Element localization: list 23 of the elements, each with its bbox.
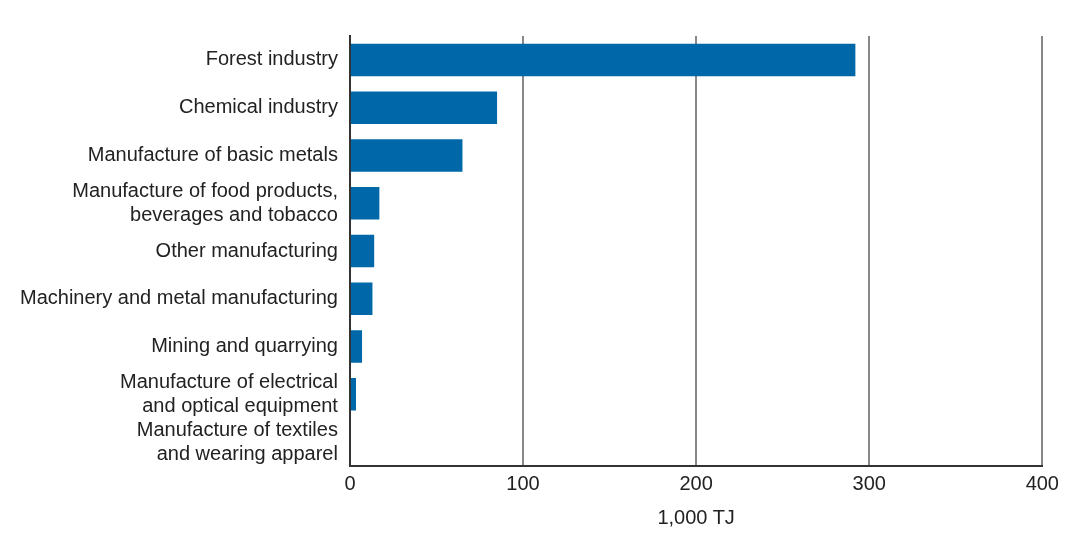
x-tick-label: 100 — [506, 471, 540, 494]
bar — [350, 186, 380, 220]
y-tick-label: Manufacture of food products, beverages and tobacco — [72, 178, 338, 225]
y-tick-label: Forest industry — [205, 47, 338, 70]
bar — [350, 234, 375, 268]
y-tick-label: Manufacture of textiles and wearing apparel — [136, 417, 338, 464]
bar — [350, 282, 373, 316]
bar — [350, 378, 356, 411]
x-tick-label: 0 — [344, 471, 356, 494]
bar — [350, 139, 463, 172]
x-tick-label: 300 — [852, 471, 886, 494]
bar — [350, 330, 363, 363]
bar — [350, 91, 498, 124]
y-tick-label: Manufacture of basic metals — [87, 142, 338, 165]
x-tick-label: 200 — [679, 471, 713, 494]
y-tick-label: Other manufacturing — [155, 238, 338, 261]
x-tick-label: 400 — [1025, 471, 1059, 494]
x-axis-title: 1,000 TJ — [657, 505, 735, 528]
y-tick-label: Manufacture of electrical and optical equipment — [120, 369, 339, 416]
y-tick-label: Chemical industry — [178, 95, 338, 118]
y-tick-label: Machinery and metal manufacturing — [19, 286, 338, 309]
y-tick-label: Mining and quarrying — [151, 334, 338, 357]
bar — [350, 43, 856, 77]
